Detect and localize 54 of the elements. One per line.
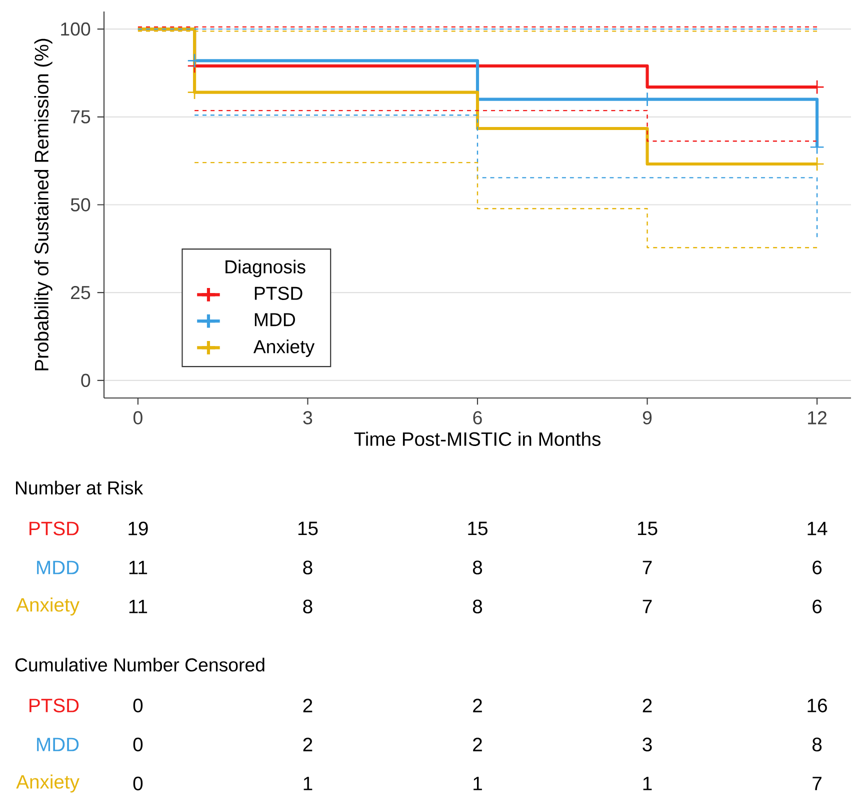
legend-title: Diagnosis bbox=[226, 260, 306, 278]
x-tick-label: 9 bbox=[642, 411, 652, 424]
y-tick-label: 100 bbox=[61, 22, 90, 36]
data-label: 2 bbox=[473, 698, 482, 712]
data-label: 0 bbox=[133, 776, 143, 790]
y-tick-label: 50 bbox=[70, 198, 90, 212]
y-tick-label: 0 bbox=[81, 374, 90, 388]
y-tick-label: 75 bbox=[71, 110, 90, 124]
x-tick-label: 0 bbox=[133, 411, 142, 424]
x-tick-label: 12 bbox=[808, 411, 826, 424]
y-tick-label: Anxiety bbox=[16, 597, 80, 616]
data-label: 7 bbox=[642, 560, 652, 574]
chart-title: Number at Risk bbox=[16, 480, 144, 495]
y-tick-label: Anxiety bbox=[16, 774, 80, 793]
data-label: 8 bbox=[812, 738, 822, 752]
data-label: 8 bbox=[303, 600, 312, 614]
chart-title: Cumulative Number Censored bbox=[15, 658, 264, 672]
data-label: 19 bbox=[128, 522, 148, 536]
legend-label: MDD bbox=[254, 313, 296, 326]
data-label: 7 bbox=[642, 600, 652, 614]
data-label: 0 bbox=[133, 698, 143, 712]
x-tick-label: 3 bbox=[303, 411, 312, 424]
data-label: 3 bbox=[642, 738, 652, 752]
data-label: 2 bbox=[642, 698, 652, 712]
y-tick-label: PTSD bbox=[30, 698, 79, 712]
data-label: 6 bbox=[812, 600, 822, 614]
data-label: 16 bbox=[808, 698, 827, 712]
y-tick-label: MDD bbox=[37, 738, 79, 752]
data-label: 15 bbox=[468, 522, 488, 536]
data-label: 8 bbox=[303, 560, 312, 574]
data-label: 0 bbox=[133, 738, 143, 752]
x-tick-label: 6 bbox=[473, 411, 482, 424]
data-label: 11 bbox=[129, 560, 148, 574]
data-label: 14 bbox=[808, 522, 828, 536]
y-tick-label: 25 bbox=[71, 286, 90, 300]
data-label: 1 bbox=[304, 776, 312, 790]
data-label: 15 bbox=[638, 522, 658, 536]
legend-label: PTSD bbox=[254, 286, 302, 300]
data-label: 8 bbox=[472, 600, 482, 614]
data-label: 2 bbox=[303, 698, 312, 712]
x-axis-title: Time Post-MISTIC in Months bbox=[354, 432, 601, 446]
legend-label: Anxiety bbox=[253, 340, 315, 357]
data-label: 2 bbox=[303, 738, 312, 752]
y-tick-label: MDD bbox=[37, 560, 79, 574]
data-label: 8 bbox=[472, 560, 482, 574]
y-axis-title: Probability of Sustained Remission (%) bbox=[34, 38, 52, 370]
data-label: 2 bbox=[473, 738, 482, 752]
data-label: 6 bbox=[812, 560, 822, 574]
data-label: 11 bbox=[129, 600, 148, 614]
data-label: 1 bbox=[643, 776, 652, 790]
y-tick-label: PTSD bbox=[30, 522, 79, 536]
data-label: 7 bbox=[812, 776, 822, 790]
data-label: 1 bbox=[474, 776, 482, 790]
data-label: 15 bbox=[298, 522, 318, 536]
